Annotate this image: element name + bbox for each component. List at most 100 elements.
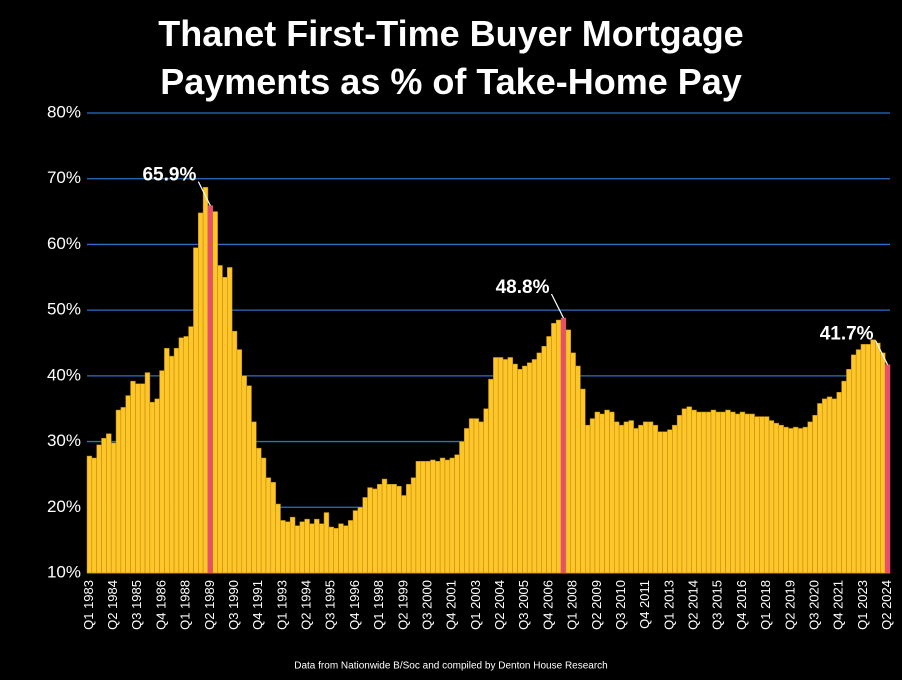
bar xyxy=(584,424,591,574)
bar xyxy=(855,349,862,574)
bar xyxy=(425,461,431,574)
bar xyxy=(512,363,518,574)
bar xyxy=(183,336,189,574)
x-tick-label: Q2 2004 xyxy=(492,580,507,630)
x-tick-label: Q2 2009 xyxy=(589,580,604,630)
y-tick-label: 40% xyxy=(47,365,81,384)
bar xyxy=(386,484,393,574)
bar xyxy=(149,401,155,574)
bar xyxy=(188,326,194,574)
bar xyxy=(376,484,383,574)
bar xyxy=(531,359,538,574)
bar xyxy=(473,418,480,574)
bar xyxy=(763,416,770,574)
bar xyxy=(168,355,175,574)
bar xyxy=(372,488,378,574)
bar xyxy=(589,418,596,574)
y-tick-label: 80% xyxy=(47,102,81,121)
bar xyxy=(560,317,567,574)
bar xyxy=(120,407,126,574)
bar xyxy=(667,429,673,574)
source-note: Data from Nationwide B/Soc and compiled … xyxy=(294,661,608,672)
annotation-leader xyxy=(875,340,889,365)
bar xyxy=(676,415,683,574)
bar xyxy=(696,411,702,574)
data-label: 65.9% xyxy=(142,165,196,186)
bar xyxy=(599,413,605,574)
bar xyxy=(144,372,151,574)
bar xyxy=(130,380,136,574)
bar xyxy=(744,413,750,574)
bar xyxy=(352,510,359,574)
bar xyxy=(459,441,465,574)
bar xyxy=(497,357,504,574)
bar xyxy=(705,411,712,574)
bar xyxy=(251,421,257,574)
bar xyxy=(193,247,199,574)
bar xyxy=(294,525,301,574)
bar xyxy=(594,411,601,574)
bar xyxy=(730,411,736,574)
bar xyxy=(710,409,717,574)
bar xyxy=(841,380,847,574)
bar xyxy=(865,344,871,574)
bar xyxy=(164,348,170,574)
bar xyxy=(802,426,809,574)
bar xyxy=(125,395,131,574)
bar xyxy=(314,518,320,574)
bar xyxy=(304,518,310,574)
bar xyxy=(536,352,542,574)
bar xyxy=(831,398,838,574)
bar xyxy=(256,447,262,574)
bar xyxy=(401,495,407,574)
bar xyxy=(759,416,765,574)
bar xyxy=(739,411,746,574)
bar xyxy=(851,354,857,574)
bar xyxy=(628,420,634,574)
x-tick-label: Q1 1993 xyxy=(274,580,289,630)
bar xyxy=(478,421,484,574)
x-tick-label: Q2 1994 xyxy=(299,580,314,630)
bar xyxy=(159,370,165,574)
x-tick-label: Q3 2010 xyxy=(613,580,628,630)
bar xyxy=(788,428,794,574)
bar xyxy=(231,330,238,574)
bar xyxy=(575,365,581,574)
bar xyxy=(638,424,644,574)
bar xyxy=(217,265,223,574)
bar xyxy=(623,421,630,574)
bar xyxy=(207,205,214,574)
bar xyxy=(202,187,209,574)
data-label: 41.7% xyxy=(820,324,874,345)
annotation-leader xyxy=(197,181,211,206)
bar xyxy=(420,461,426,574)
bar xyxy=(570,352,576,574)
bar xyxy=(439,457,446,574)
y-tick-label: 30% xyxy=(47,431,81,450)
x-tick-label: Q3 1985 xyxy=(129,580,144,630)
bar xyxy=(793,426,799,574)
bar xyxy=(662,431,668,574)
bar xyxy=(822,398,828,574)
bar xyxy=(289,516,296,574)
bar xyxy=(618,424,625,574)
bar xyxy=(749,413,755,574)
bar xyxy=(323,512,330,574)
bar xyxy=(309,523,315,574)
y-tick-label: 10% xyxy=(47,562,81,581)
bar xyxy=(406,484,412,574)
bar xyxy=(415,461,422,574)
bar xyxy=(328,526,334,574)
bar xyxy=(115,409,122,574)
x-tick-label: Q4 1986 xyxy=(153,580,168,630)
bar xyxy=(565,329,571,574)
bar xyxy=(343,525,349,574)
bar xyxy=(135,383,141,574)
bar xyxy=(444,459,451,574)
bar xyxy=(275,503,281,574)
bar xyxy=(701,411,707,574)
bar xyxy=(551,323,557,574)
bar xyxy=(396,486,402,574)
bar xyxy=(720,411,726,574)
bar xyxy=(686,406,692,574)
